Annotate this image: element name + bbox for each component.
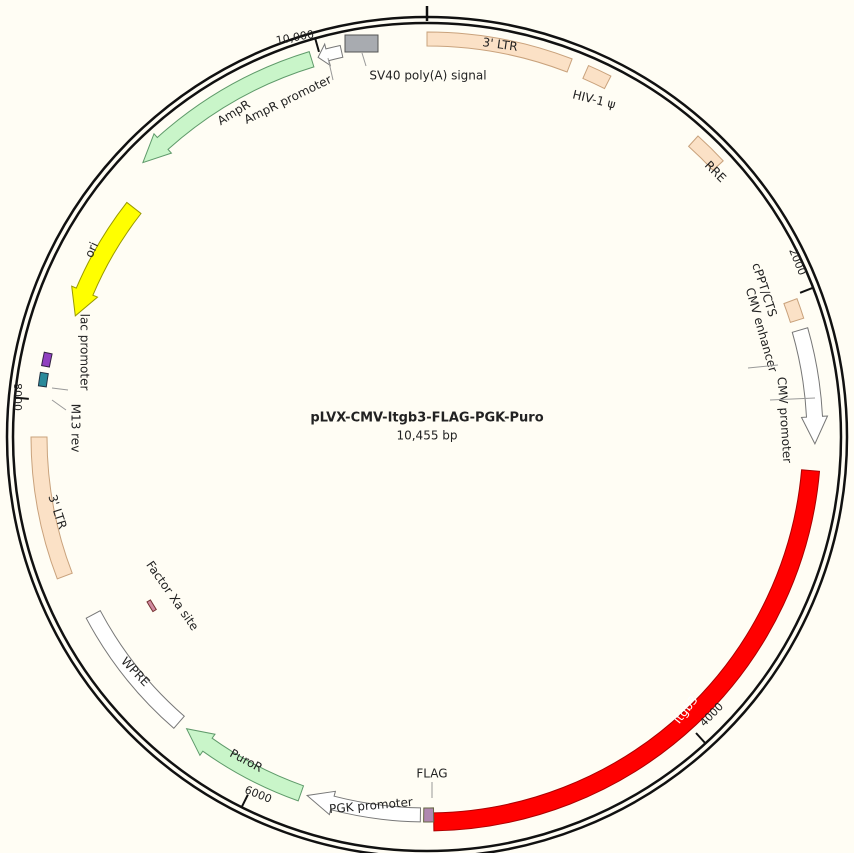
lac-promoter bbox=[37, 371, 49, 388]
cppt bbox=[783, 298, 805, 324]
cmv bbox=[791, 327, 829, 445]
feature-label: lac promoter bbox=[78, 314, 92, 391]
feature-label: 3' LTR bbox=[482, 35, 519, 54]
m13-rev bbox=[41, 351, 53, 368]
feature-label: CMV promoter bbox=[775, 376, 795, 463]
3ltr-left bbox=[30, 436, 73, 580]
feature-label: HIV-1 ψ bbox=[571, 87, 617, 111]
puror bbox=[185, 728, 305, 802]
feature-label: FLAG bbox=[416, 767, 447, 781]
leader-line bbox=[769, 397, 816, 401]
leader-line bbox=[51, 399, 67, 411]
position-tick bbox=[799, 286, 814, 294]
leader-line bbox=[327, 57, 334, 81]
tick-label: 2000 bbox=[786, 246, 809, 277]
factor-xa bbox=[146, 599, 157, 613]
ori bbox=[71, 201, 142, 317]
feature-label: SV40 poly(A) signal bbox=[369, 69, 486, 83]
ampr bbox=[142, 50, 315, 164]
leader-line bbox=[747, 364, 779, 369]
leader-line bbox=[361, 52, 367, 67]
wpre bbox=[85, 610, 186, 730]
position-tick bbox=[314, 38, 320, 53]
flag bbox=[423, 807, 435, 823]
itgb3 bbox=[433, 469, 821, 832]
leader-line bbox=[51, 387, 69, 391]
feature-label: ori bbox=[82, 240, 101, 260]
backbone-inner bbox=[11, 21, 843, 853]
hiv-psi bbox=[582, 64, 612, 90]
3ltr-top bbox=[426, 31, 573, 73]
position-tick bbox=[695, 732, 707, 745]
ampr-promoter bbox=[317, 42, 344, 67]
plasmid-length: 10,455 bp bbox=[396, 429, 457, 443]
feature-label: Factor Xa site bbox=[143, 558, 201, 633]
pgk bbox=[305, 790, 422, 823]
tick-label: 8000 bbox=[11, 383, 24, 411]
rre bbox=[687, 135, 724, 172]
sv40-box bbox=[344, 34, 379, 53]
feature-label: M13 rev bbox=[69, 404, 83, 453]
position-tick bbox=[14, 396, 29, 400]
position-tick bbox=[240, 794, 249, 808]
plasmid-name: pLVX-CMV-Itgb3-FLAG-PGK-Puro bbox=[310, 411, 543, 426]
